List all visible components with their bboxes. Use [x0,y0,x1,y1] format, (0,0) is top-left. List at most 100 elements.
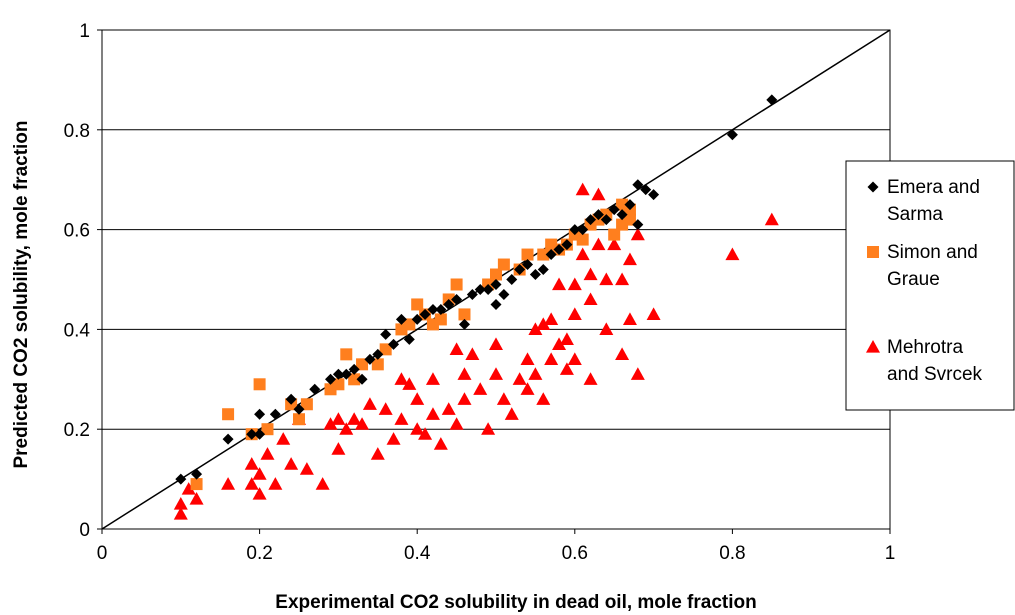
data-point [481,422,496,435]
data-point [567,352,582,365]
legend-marker [867,181,879,193]
data-point [473,382,488,395]
data-point [630,227,645,241]
data-point [599,272,614,286]
data-point [175,473,187,485]
data-point [370,447,385,460]
data-point [616,209,628,221]
data-point [632,179,644,191]
data-point [276,432,291,445]
data-point [536,317,551,331]
x-tick-label: 1 [885,543,896,564]
legend-label: Simon and [887,242,978,263]
data-point [537,248,550,261]
data-point [395,313,407,325]
data-point [489,367,503,380]
data-point [630,367,645,380]
data-point [457,392,472,405]
data-point [490,268,502,281]
data-point [285,393,297,405]
y-tick-label: 1 [79,21,90,42]
data-point [583,292,598,306]
legend-label: Emera and [887,177,980,198]
data-point [254,408,266,420]
data-point [449,342,464,355]
data-point [577,224,589,236]
data-point [433,437,448,450]
data-point [244,457,259,470]
data-point [498,288,510,300]
tick-labels: 0 0.2 0.4 0.6 0.8 1 0 0.2 0.4 0.6 0.8 1 [64,21,896,564]
data-point [465,347,480,360]
data-point [567,277,582,291]
legend-entry: Emera and Sarma [867,177,980,225]
data-point [451,293,463,305]
x-tick-label: 0 [97,543,108,564]
data-point [552,337,567,350]
data-point [569,224,581,236]
data-point [575,182,590,196]
data-point [632,219,644,231]
data-point [260,447,275,460]
legend-box [845,160,1015,411]
data-point [371,358,384,371]
data-point [600,214,612,226]
data-point [449,417,464,430]
data-point [403,318,416,331]
series-triangle-points [173,182,779,520]
data-point [544,352,559,365]
data-point [268,477,283,490]
axis-ticks [97,29,891,534]
legend-label: Sarma [887,204,943,225]
data-point [545,249,557,261]
data-point [173,507,188,520]
data-point [575,247,590,261]
data-point [181,482,196,495]
data-point [466,288,478,300]
legend-marker [866,340,880,353]
data-point [425,407,440,420]
data-point [536,392,551,405]
data-point [529,269,541,281]
data-point [512,372,527,385]
data-point [347,412,362,425]
data-point [380,328,392,340]
data-point [293,413,305,426]
data-point [559,332,574,345]
data-point [559,362,574,375]
data-point [244,477,259,490]
data-point [591,237,606,251]
data-point [504,407,519,420]
data-point [254,428,266,440]
data-point [608,228,621,241]
legend: Emera and Sarma Simon and Graue Mehrotra and … [845,160,1015,411]
data-point [615,272,630,286]
data-point [269,408,281,420]
data-point [624,199,636,211]
data-points [173,94,779,520]
data-point [474,283,486,295]
legend-marker [867,246,879,258]
data-point [450,278,463,291]
data-point [331,442,346,455]
data-point [394,412,409,425]
data-point [252,487,267,500]
data-point [339,422,354,435]
data-point [640,184,652,196]
x-axis-title: Experimental CO2 solubility in dead oil,… [275,592,756,613]
x-tick-label: 0.4 [404,543,431,564]
data-point [222,408,235,421]
data-point [583,267,598,281]
series-square-points [190,198,636,491]
y-axis-title: Predicted CO2 solubility, mole fraction [11,120,32,468]
data-point [553,244,565,256]
data-point [299,462,314,475]
data-point [490,298,502,310]
data-point [253,378,266,391]
y-tick-label: 0 [79,520,90,541]
legend-label: Graue [887,269,940,290]
data-point [766,94,778,106]
data-point [189,492,204,505]
data-point [622,312,637,326]
